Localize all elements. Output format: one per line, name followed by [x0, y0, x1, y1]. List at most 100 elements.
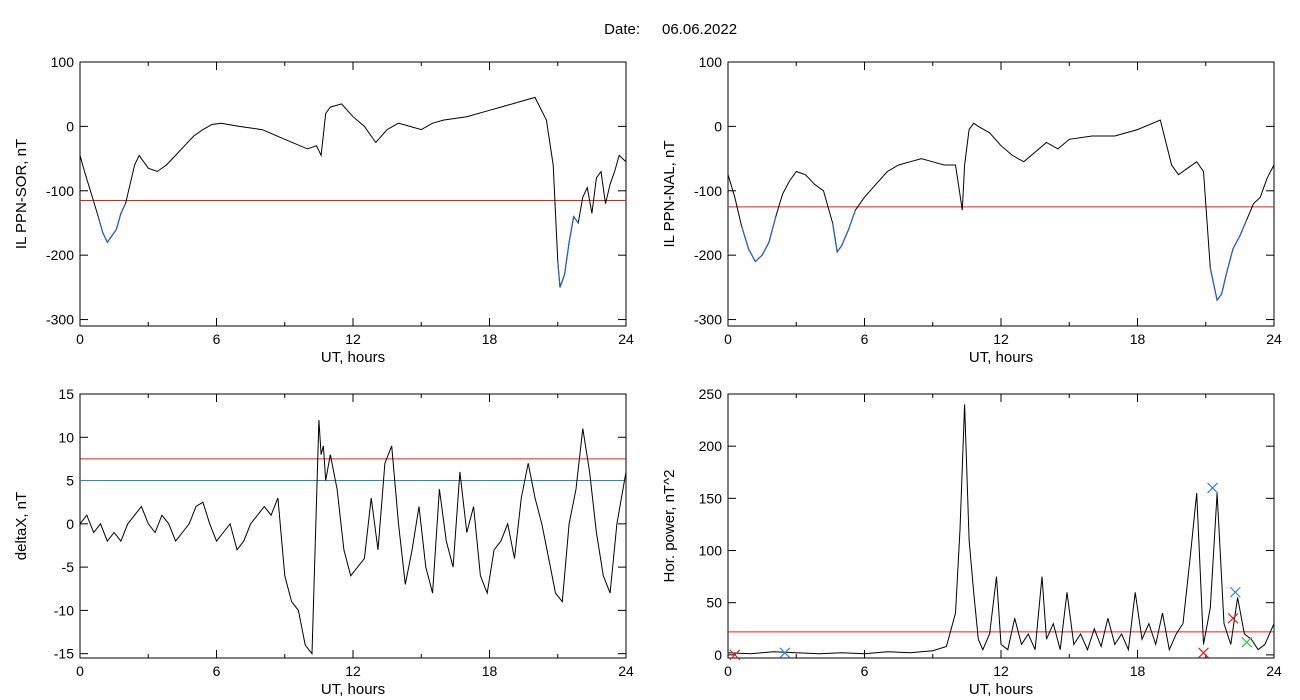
below-threshold-segment	[120, 203, 127, 214]
chart-panel-2: 0 6 12 18 24 100 0 -100 -200 -300 UT, hours IL PPN-…	[661, 54, 1282, 366]
y-tick-label: 10	[58, 429, 74, 445]
date-value: 06.06.2022	[662, 21, 737, 38]
y-axis-label: IL PPN-SOR, nT	[13, 139, 30, 249]
x-tick-label: 18	[482, 331, 498, 347]
x-tick-label: 0	[76, 331, 84, 347]
x-tick-label: 6	[213, 663, 221, 679]
y-tick-label: 100	[51, 54, 75, 70]
y-tick-label: -200	[46, 247, 74, 263]
y-axis-label: Hor. power, nT^2	[661, 470, 678, 583]
red-x-marker	[729, 649, 741, 661]
below-threshold-segment	[1239, 219, 1248, 237]
y-tick-label: -10	[54, 602, 74, 618]
below-threshold-segment	[1225, 248, 1234, 275]
y-tick-label: 0	[714, 118, 722, 134]
series-line	[727, 404, 1275, 655]
x-tick-label: 0	[724, 663, 732, 679]
plot-frame	[79, 393, 627, 659]
x-tick-label: 6	[861, 663, 869, 679]
x-tick-label: 6	[861, 331, 869, 347]
x-tick-label: 12	[345, 663, 361, 679]
y-tick-label: 100	[699, 54, 723, 70]
x-tick-label: 6	[213, 331, 221, 347]
x-tick-label: 18	[482, 663, 498, 679]
y-axis-label: IL PPN-NAL, nT	[661, 141, 678, 248]
below-threshold-segment	[1221, 274, 1227, 294]
below-threshold-segment	[97, 216, 104, 233]
x-tick-label: 24	[618, 663, 634, 679]
below-threshold-segment	[563, 242, 570, 275]
x-tick-label: 24	[1266, 663, 1282, 679]
below-threshold-segment	[568, 216, 575, 243]
series-line	[79, 419, 627, 656]
y-tick-label: -15	[54, 646, 74, 662]
y-tick-label: -300	[694, 312, 722, 328]
series-line	[727, 119, 1275, 302]
blue-x-marker	[779, 647, 791, 659]
blue-x-marker	[1207, 482, 1218, 494]
plot-frame	[79, 61, 627, 327]
below-threshold-segment	[832, 222, 838, 253]
plot-frame	[727, 61, 1275, 327]
below-threshold-segment	[754, 254, 763, 263]
y-tick-label: -100	[694, 183, 722, 199]
x-tick-label: 12	[993, 331, 1009, 347]
y-tick-label: 0	[66, 118, 74, 134]
series-line	[79, 96, 627, 288]
below-threshold-segment	[111, 229, 117, 237]
y-tick-label: 150	[699, 490, 723, 506]
x-tick-label: 12	[345, 331, 361, 347]
below-threshold-segment	[741, 226, 750, 249]
below-threshold-segment	[115, 213, 122, 230]
x-axis-label: UT, hours	[969, 681, 1033, 698]
y-tick-label: -200	[694, 247, 722, 263]
y-tick-label: 50	[706, 595, 722, 611]
blue-x-marker	[1229, 586, 1241, 598]
y-tick-label: 100	[699, 543, 723, 559]
y-tick-label: 5	[66, 473, 74, 489]
y-tick-label: -100	[46, 183, 74, 199]
below-threshold-segment	[102, 232, 108, 243]
below-threshold-segment	[848, 209, 856, 230]
y-tick-label: 0	[714, 647, 722, 663]
x-axis-label: UT, hours	[321, 681, 385, 698]
y-axis-label: deltaX, nT	[13, 492, 30, 560]
chart-panel-3: 0 6 12 18 24 15 10 5 0 -5 -10 -15 UT, hours deltaX, n…	[13, 386, 634, 698]
red-x-marker	[1198, 647, 1209, 659]
below-threshold-segment	[106, 235, 113, 243]
y-tick-label: -300	[46, 312, 74, 328]
date-label: Date:	[604, 21, 640, 38]
y-tick-label: -5	[62, 559, 75, 575]
y-tick-label: 15	[58, 386, 74, 402]
x-tick-label: 0	[724, 331, 732, 347]
below-threshold-segment	[557, 261, 561, 288]
below-threshold-segment	[747, 248, 756, 262]
below-threshold-segment	[1232, 235, 1241, 250]
below-threshold-segment	[559, 274, 566, 288]
x-tick-label: 24	[1266, 331, 1282, 347]
chart-panel-4: 0 6 12 18 24 250 200 150 100 50 0 UT, hours Hor. pow…	[661, 386, 1282, 698]
below-threshold-segment	[761, 242, 770, 256]
below-threshold-segment	[768, 216, 777, 243]
x-tick-label: 12	[993, 663, 1009, 679]
y-tick-label: 200	[699, 438, 723, 454]
x-tick-label: 0	[76, 663, 84, 679]
x-tick-label: 18	[1130, 331, 1146, 347]
y-tick-label: 250	[699, 386, 723, 402]
x-axis-label: UT, hours	[321, 349, 385, 366]
red-x-marker	[1227, 612, 1239, 624]
below-threshold-segment	[1216, 293, 1223, 301]
y-tick-label: 0	[66, 516, 74, 532]
plot-frame	[727, 393, 1275, 659]
chart-panel-1: 0 6 12 18 24 100 0 -100 -200 -300 UT, hours IL PPN-…	[13, 54, 634, 366]
x-tick-label: 24	[618, 331, 634, 347]
below-threshold-segment	[1209, 267, 1218, 301]
below-threshold-segment	[573, 216, 579, 224]
green-x-marker	[1241, 636, 1253, 648]
x-axis-label: UT, hours	[969, 349, 1033, 366]
x-tick-label: 18	[1130, 663, 1146, 679]
below-threshold-segment	[841, 229, 850, 246]
